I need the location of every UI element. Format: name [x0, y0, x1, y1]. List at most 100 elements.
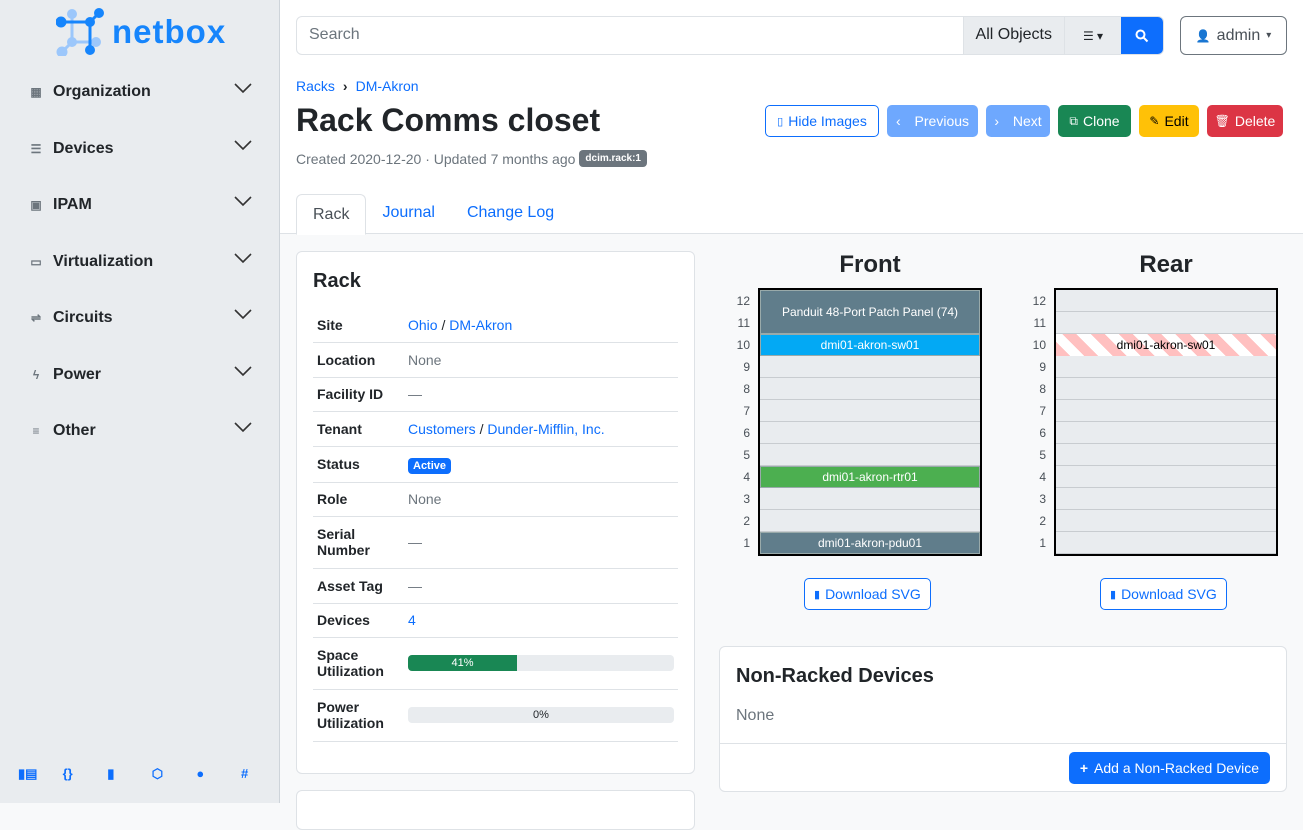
- filter-dropdown-button[interactable]: ☰ ▾: [1064, 17, 1121, 54]
- header-area: Search All Objects ☰ ▾ 👤 admin ▾ Racks › DM-…: [280, 0, 1303, 235]
- github-icon[interactable]: ●: [196, 766, 205, 781]
- rack-unit-slot[interactable]: [1056, 466, 1276, 488]
- site-link[interactable]: DM-Akron: [449, 316, 513, 333]
- object-type-select[interactable]: All Objects: [962, 17, 1064, 54]
- sidebar-item-devices[interactable]: ☰ Devices: [28, 134, 252, 164]
- username: admin: [1216, 26, 1261, 44]
- rack-device[interactable]: dmi01-akron-sw01: [1056, 334, 1276, 356]
- add-non-racked-device-button[interactable]: + Add a Non-Racked Device: [1068, 752, 1270, 784]
- breadcrumb-site[interactable]: DM-Akron: [355, 78, 419, 94]
- unit-number: 7: [1039, 404, 1046, 418]
- row-value: 41%: [404, 637, 678, 690]
- row-value: Active: [404, 446, 678, 483]
- table-row: Facility ID —: [313, 377, 678, 412]
- label: Download SVG: [825, 586, 921, 602]
- book-icon[interactable]: ▮: [107, 766, 115, 781]
- rack-unit-slot[interactable]: [1056, 532, 1276, 554]
- sidebar-item-power[interactable]: ϟ Power: [28, 360, 252, 390]
- unit-number: 11: [737, 316, 750, 330]
- rack-unit-slot[interactable]: [760, 488, 980, 510]
- row-value: Customers / Dunder-Mifflin, Inc.: [404, 411, 678, 447]
- unit-number: 3: [743, 492, 750, 506]
- table-row: Asset Tag —: [313, 568, 678, 604]
- sidebar-item-other[interactable]: ≡ Other: [28, 416, 252, 446]
- building-icon: ▦: [30, 85, 42, 99]
- sidebar-item-ipam[interactable]: ▣ IPAM: [28, 190, 252, 220]
- user-menu-button[interactable]: 👤 admin ▾: [1180, 16, 1287, 55]
- file-icon: ▮: [814, 588, 821, 601]
- rack-unit-slot[interactable]: [1056, 356, 1276, 378]
- tenant-link[interactable]: Dunder-Mifflin, Inc.: [487, 420, 605, 437]
- chevron-left-icon: ‹: [895, 113, 901, 129]
- chevron-down-icon: [234, 309, 252, 320]
- docs-icon[interactable]: ▮▤: [18, 766, 38, 781]
- delete-button[interactable]: 🗑 Delete: [1207, 105, 1283, 137]
- label: Previous: [914, 113, 970, 129]
- download-rear-svg-button[interactable]: ▮ Download SVG: [1100, 578, 1227, 610]
- label: Organization: [53, 83, 151, 100]
- rack-unit-slot[interactable]: [760, 378, 980, 400]
- server-icon: ☰: [30, 142, 42, 156]
- rack-unit-slot[interactable]: [760, 356, 980, 378]
- row-key: Tenant: [313, 411, 404, 447]
- unit-number: 9: [1039, 360, 1046, 374]
- devices-count-link[interactable]: 4: [408, 612, 416, 628]
- search-button[interactable]: [1121, 17, 1163, 54]
- label: Download SVG: [1121, 586, 1217, 602]
- tenant-group-link[interactable]: Customers: [408, 420, 476, 437]
- hide-images-button[interactable]: ▯ Hide Images: [765, 105, 879, 137]
- sidebar-item-circuits[interactable]: ⇌ Circuits: [28, 303, 252, 333]
- label: Add a Non-Racked Device: [1094, 760, 1259, 776]
- sidebar-item-virtualization[interactable]: ▭ Virtualization: [28, 247, 252, 277]
- rack-unit-slot[interactable]: [1056, 444, 1276, 466]
- clone-button[interactable]: ⧉ Clone: [1058, 105, 1131, 137]
- rack-unit-slot[interactable]: [1056, 510, 1276, 532]
- rack-unit-slot[interactable]: [1056, 488, 1276, 510]
- rack-unit-slot[interactable]: [1056, 378, 1276, 400]
- rack-device[interactable]: Panduit 48-Port Patch Panel (74): [760, 290, 980, 334]
- search-bar: Search All Objects ☰ ▾: [296, 16, 1164, 55]
- tab-rack[interactable]: Rack: [296, 194, 367, 235]
- graphql-icon[interactable]: ⬡: [151, 766, 164, 781]
- rack-unit-slot[interactable]: [1056, 400, 1276, 422]
- rack-unit-slot[interactable]: [760, 422, 980, 444]
- rack-device[interactable]: dmi01-akron-sw01: [760, 334, 980, 356]
- rack-unit-slot[interactable]: [760, 400, 980, 422]
- download-front-svg-button[interactable]: ▮ Download SVG: [804, 578, 931, 610]
- region-link[interactable]: Ohio: [408, 316, 438, 333]
- rack-unit-slot[interactable]: [1056, 422, 1276, 444]
- ip-icon: ▣: [30, 198, 42, 212]
- breadcrumb-racks[interactable]: Racks: [296, 78, 335, 94]
- unit-number: 8: [1039, 382, 1046, 396]
- pencil-icon: ✎: [1149, 114, 1160, 128]
- label: Hide Images: [788, 113, 867, 129]
- slack-icon[interactable]: #: [240, 766, 249, 781]
- rack-unit-slot[interactable]: [760, 444, 980, 466]
- tab-change-log[interactable]: Change Log: [466, 203, 555, 221]
- label: Power: [53, 366, 102, 383]
- rack-unit-slot[interactable]: [760, 510, 980, 532]
- object-identifier-badge: dcim.rack:1: [579, 150, 647, 167]
- api-icon[interactable]: {}: [62, 766, 73, 781]
- rack-unit-slot[interactable]: [1056, 312, 1276, 334]
- next-button[interactable]: › Next: [986, 105, 1050, 137]
- user-icon: 👤: [1195, 28, 1211, 43]
- netbox-logo-icon: [56, 8, 104, 56]
- rack-device[interactable]: dmi01-akron-rtr01: [760, 466, 980, 488]
- sidebar-item-organization[interactable]: ▦ Organization: [28, 77, 252, 107]
- netbox-logo[interactable]: netbox: [56, 8, 226, 56]
- divider: [720, 743, 1286, 744]
- row-key: Site: [313, 308, 404, 343]
- rack-attributes-table: Site Ohio / DM-Akron Location None Facilit…: [313, 308, 678, 742]
- row-key: Asset Tag: [313, 568, 404, 604]
- trash-icon: 🗑: [1214, 114, 1230, 128]
- tab-journal[interactable]: Journal: [382, 203, 435, 221]
- search-input[interactable]: Search: [309, 26, 360, 43]
- edit-button[interactable]: ✎ Edit: [1139, 105, 1199, 137]
- rack-device[interactable]: dmi01-akron-pdu01: [760, 532, 980, 554]
- rack-unit-slot[interactable]: [1056, 290, 1276, 312]
- row-value: None: [404, 342, 678, 378]
- previous-button[interactable]: ‹ Previous: [887, 105, 978, 137]
- label: Devices: [53, 140, 114, 157]
- label: Virtualization: [53, 253, 154, 270]
